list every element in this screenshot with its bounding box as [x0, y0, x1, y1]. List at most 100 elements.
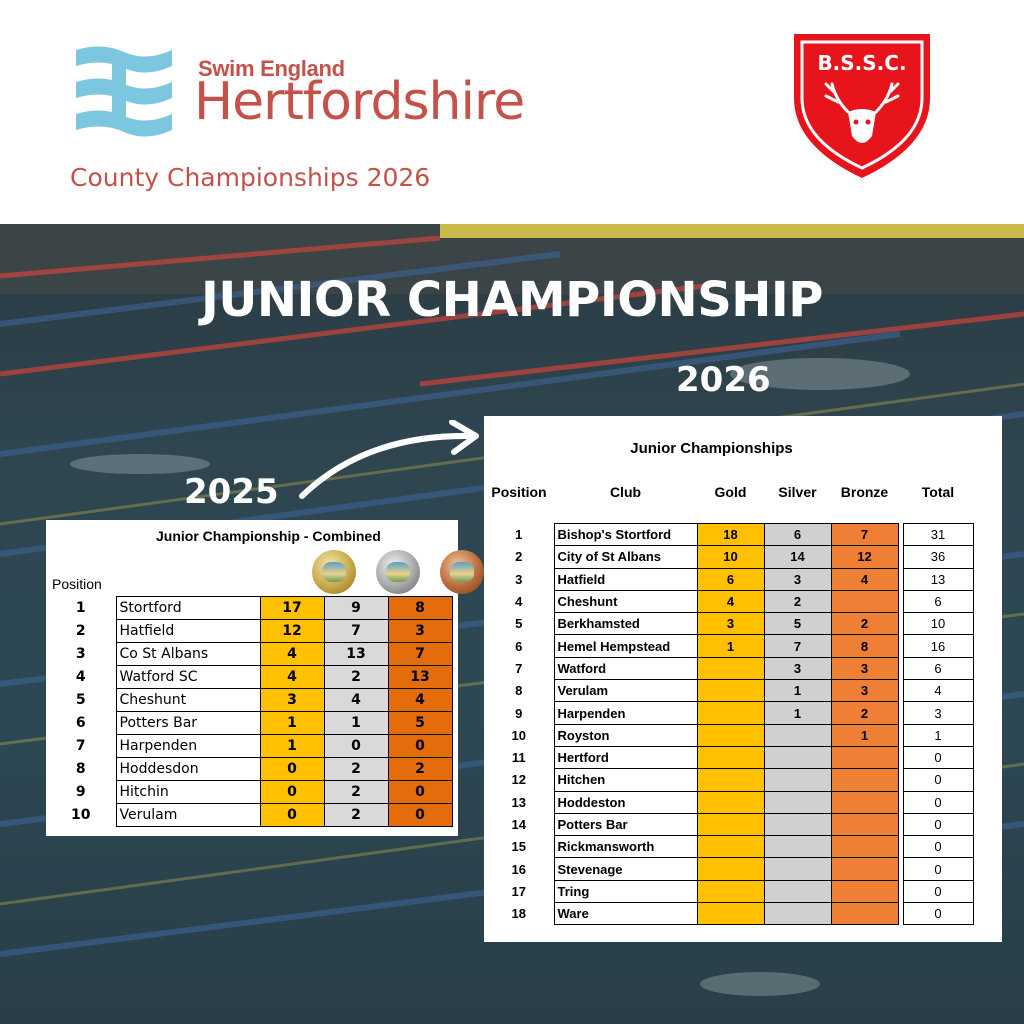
position-cell: 15 — [511, 839, 526, 855]
silver-count-cell: 2 — [763, 589, 832, 614]
table-2026-body: 1 Bishop's Stortford 18 6 7 31 2 City of St Alb… — [484, 522, 974, 926]
position-cell: 6 — [515, 638, 523, 654]
gold-count-cell — [696, 812, 765, 837]
silver-count-cell — [763, 879, 832, 904]
silver-count-cell: 3 — [763, 567, 832, 591]
position-cell: 13 — [511, 794, 526, 810]
bronze-count-cell: 2 — [830, 701, 899, 725]
total-cell: 0 — [902, 902, 974, 926]
position-cell: 11 — [511, 750, 526, 766]
gold-count-cell: 1 — [259, 734, 325, 758]
club-cell: Hertford — [553, 745, 698, 770]
club-cell: Potters Bar — [115, 711, 261, 735]
total-cell: 0 — [902, 879, 974, 904]
silver-count-cell: 2 — [323, 780, 389, 804]
gold-count-cell — [696, 879, 765, 904]
silver-count-cell: 3 — [763, 656, 832, 681]
position-cell: 1 — [75, 600, 86, 616]
total-cell: 0 — [902, 745, 974, 770]
results-table-2026: Junior Championships Position Club Gold … — [484, 416, 1002, 942]
position-cell: 14 — [511, 817, 526, 832]
table-row: 17 Tring 0 — [484, 879, 974, 904]
bronze-count-cell — [830, 857, 899, 881]
table-row: 5 Berkhamsted 3 5 2 10 — [484, 612, 974, 636]
position-cell: 2 — [75, 623, 86, 639]
main-title: JUNIOR CHAMPIONSHIP — [201, 272, 823, 328]
club-cell: City of St Albans — [553, 545, 698, 569]
table-2026-title: Junior Championships — [630, 440, 793, 457]
table-row: 11 Hertford 0 — [484, 745, 974, 770]
stag-head-icon — [848, 109, 876, 143]
table-row: 2 City of St Albans 10 14 12 36 — [484, 545, 974, 569]
silver-count-cell: 1 — [323, 711, 389, 735]
table-row: 9 Harpenden 1 2 3 — [484, 701, 974, 725]
table-row: 18 Ware 0 — [484, 902, 974, 926]
gold-count-cell — [696, 701, 765, 725]
club-cell: Hitchen — [553, 768, 698, 792]
table-row: 7 Watford 3 3 6 — [484, 656, 974, 681]
brand-top-text: Swim England — [198, 56, 345, 81]
bronze-count-cell: 7 — [387, 642, 453, 666]
silver-count-cell: 0 — [323, 734, 389, 758]
table-2025-title: Junior Championship - Combined — [156, 528, 381, 544]
bronze-count-cell: 12 — [830, 545, 899, 569]
bronze-count-cell: 0 — [387, 803, 453, 827]
table-row: 8 Verulam 1 3 4 — [484, 679, 974, 703]
gold-count-cell — [696, 679, 765, 703]
total-cell: 36 — [902, 545, 974, 569]
bronze-count-cell — [830, 589, 899, 614]
gold-count-cell: 4 — [696, 589, 765, 614]
bronze-count-cell: 8 — [830, 634, 899, 658]
table-row: 3 Hatfield 6 3 4 13 — [484, 567, 974, 591]
silver-count-cell: 2 — [323, 803, 389, 827]
total-cell: 0 — [902, 812, 974, 837]
position-cell: 16 — [511, 861, 526, 877]
gold-count-cell — [696, 723, 765, 747]
club-cell: Hatfield — [115, 619, 261, 643]
brand-main-text: Hertfordshire — [194, 72, 525, 132]
table-row: 15 Rickmansworth 0 — [484, 835, 974, 859]
total-cell: 0 — [902, 835, 974, 859]
header-bronze: Bronze — [840, 484, 889, 500]
total-cell: 1 — [902, 723, 974, 747]
club-cell: Berkhamsted — [553, 612, 698, 636]
silver-count-cell: 4 — [323, 688, 389, 712]
silver-count-cell: 1 — [763, 679, 832, 703]
position-cell: 7 — [75, 738, 86, 754]
club-cell: Cheshunt — [115, 688, 261, 712]
bronze-medal-icon — [440, 550, 484, 594]
silver-count-cell: 14 — [763, 545, 832, 569]
gold-count-cell: 0 — [259, 803, 325, 827]
total-cell: 6 — [902, 589, 974, 614]
bronze-count-cell: 3 — [387, 619, 453, 643]
gold-count-cell: 3 — [259, 688, 325, 712]
club-cell: Stevenage — [553, 857, 698, 881]
gold-count-cell: 10 — [696, 545, 765, 569]
bronze-count-cell: 2 — [830, 612, 899, 636]
club-cell: Hemel Hempstead — [553, 634, 698, 658]
club-cell: Verulam — [553, 679, 698, 703]
gold-count-cell: 4 — [259, 642, 325, 666]
bronze-count-cell: 4 — [830, 567, 899, 591]
silver-count-cell — [763, 745, 832, 770]
gold-count-cell: 3 — [696, 612, 765, 636]
gold-count-cell — [696, 745, 765, 770]
table-row: 7 Harpenden 1 0 0 — [46, 734, 453, 758]
bronze-count-cell: 3 — [830, 679, 899, 703]
bronze-count-cell: 5 — [387, 711, 453, 735]
table-row: 12 Hitchen 0 — [484, 768, 974, 792]
table-row: 1 Bishop's Stortford 18 6 7 31 — [484, 522, 974, 547]
bronze-count-cell — [830, 879, 899, 904]
gold-count-cell: 1 — [259, 711, 325, 735]
crest-text: B.S.S.C. — [817, 51, 906, 75]
club-cell: Bishop's Stortford — [553, 522, 698, 547]
bronze-count-cell: 4 — [387, 688, 453, 712]
results-table-2025: Junior Championship - Combined Position … — [46, 520, 484, 836]
position-cell: 4 — [75, 669, 86, 685]
silver-count-cell — [763, 790, 832, 814]
table-row: 14 Potters Bar 0 — [484, 812, 974, 837]
silver-count-cell — [763, 902, 832, 926]
club-cell: Watford — [553, 656, 698, 681]
bronze-count-cell: 13 — [387, 665, 453, 689]
table-row: 10 Verulam 0 2 0 — [46, 803, 453, 827]
